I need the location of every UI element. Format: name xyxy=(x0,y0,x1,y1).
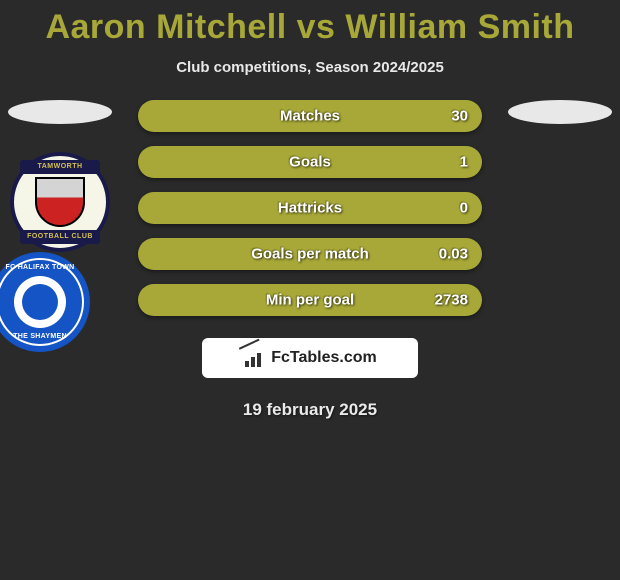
stat-row-goals-per-match: Goals per match 0.03 xyxy=(138,238,482,270)
club-logo-right: FC HALIFAX TOWN THE SHAYMEN xyxy=(0,252,90,352)
stat-right-value: 1 xyxy=(460,154,468,171)
stat-bars: Matches 30 Goals 1 Hattricks 0 Goals per… xyxy=(138,100,482,330)
stat-label: Min per goal xyxy=(266,292,354,309)
stat-row-min-per-goal: Min per goal 2738 xyxy=(138,284,482,316)
club-logo-left: TAMWORTH FOOTBALL CLUB xyxy=(10,152,110,252)
club-left-name-top: TAMWORTH xyxy=(20,160,100,174)
stat-row-goals: Goals 1 xyxy=(138,146,482,178)
club-left-name-bottom: FOOTBALL CLUB xyxy=(20,230,100,244)
brand-text: FcTables.com xyxy=(271,349,377,367)
stat-label: Goals xyxy=(289,154,331,171)
bar-chart-icon xyxy=(243,349,265,367)
club-right-name-top: FC HALIFAX TOWN xyxy=(0,264,86,271)
brand-link[interactable]: FcTables.com xyxy=(202,338,418,378)
page-title: Aaron Mitchell vs William Smith xyxy=(0,0,620,47)
comparison-date: 19 february 2025 xyxy=(0,400,620,420)
club-right-name-bottom: THE SHAYMEN xyxy=(0,333,86,340)
stat-row-matches: Matches 30 xyxy=(138,100,482,132)
stat-right-value: 2738 xyxy=(435,292,468,309)
player-right-photo-placeholder xyxy=(508,100,612,124)
stat-right-value: 0.03 xyxy=(439,246,468,263)
stat-label: Goals per match xyxy=(251,246,369,263)
player-left-photo-placeholder xyxy=(8,100,112,124)
stat-right-value: 30 xyxy=(451,108,468,125)
stat-right-value: 0 xyxy=(460,200,468,217)
stat-label: Hattricks xyxy=(278,200,342,217)
shield-icon xyxy=(35,177,85,227)
comparison-area: TAMWORTH FOOTBALL CLUB FC HALIFAX TOWN T… xyxy=(0,100,620,320)
subtitle: Club competitions, Season 2024/2025 xyxy=(0,47,620,76)
stat-row-hattricks: Hattricks 0 xyxy=(138,192,482,224)
stat-label: Matches xyxy=(280,108,340,125)
